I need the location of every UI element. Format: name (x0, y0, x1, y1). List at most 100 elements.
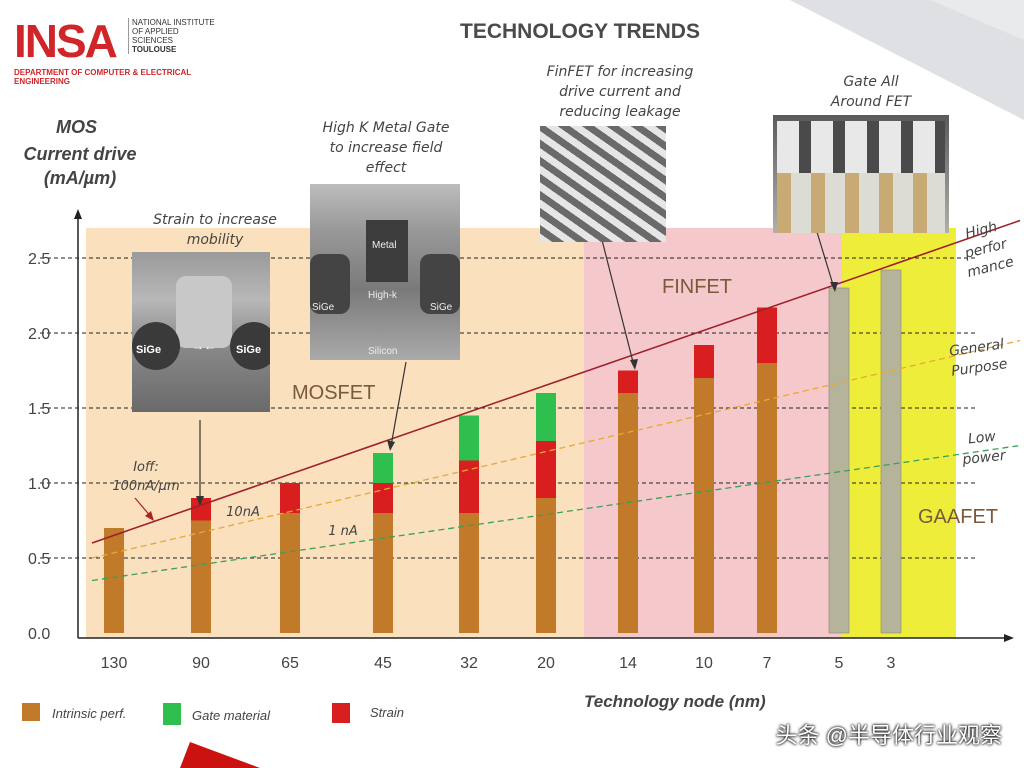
legend-label-strain: Strain (370, 705, 404, 720)
legend-swatch-intrinsic (22, 703, 40, 721)
strain-photo-gate (176, 276, 232, 348)
legend-label-intrinsic: Intrinsic perf. (52, 706, 127, 721)
strain-photo-sige-right (230, 322, 270, 370)
x-tick-label: 65 (281, 655, 299, 672)
strain-photo-label: SiGe (236, 344, 262, 356)
bottom-decoration (180, 742, 260, 768)
bar-strain (280, 483, 300, 513)
bar-strain (459, 460, 479, 513)
y-axis-label-line: MOS (56, 117, 98, 137)
annotation-line: Gate All (843, 74, 899, 90)
legend-swatch-gate (163, 703, 181, 725)
hkmg-photo-label: SiGe (312, 302, 335, 313)
hkmg-photo-label: High-k (368, 290, 397, 301)
bar-gate (373, 453, 393, 483)
x-tick-label: 90 (192, 655, 210, 672)
x-tick-label: 7 (763, 655, 772, 672)
bar-gate (536, 393, 556, 441)
y-tick-labels: 0.0 0.5 1.0 1.5 2.0 2.5 (28, 251, 50, 643)
legend-label-gate: Gate material (192, 708, 271, 723)
annotation-line: 100nA/µm (112, 479, 180, 494)
x-axis-label: Technology node (nm) (584, 692, 766, 711)
department-name: DEPARTMENT OF COMPUTER & ELECTRICAL ENGI… (14, 68, 214, 86)
strain-photo-arrows: →← (192, 339, 216, 353)
y-axis-label-line: (mA/µm) (43, 168, 117, 188)
bar-strain (694, 345, 714, 378)
annotation-line: High K Metal Gate (322, 120, 450, 136)
y-tick-label: 1.5 (28, 401, 50, 418)
y-tick-label: 2.0 (28, 326, 50, 343)
ioff-arrowhead (145, 511, 154, 521)
annotation-line: effect (365, 160, 407, 176)
gaa-arrow (816, 231, 835, 289)
bar-intrinsic (373, 513, 393, 633)
low-power-label: Low power (946, 424, 1020, 471)
bar-intrinsic (536, 498, 556, 633)
hkmg-photo-sige-left (310, 254, 350, 314)
gaa-photo (773, 115, 949, 233)
bar-intrinsic (459, 513, 479, 633)
finfet-arrow (601, 239, 635, 367)
trend-lines (91, 219, 1021, 582)
gaa-photo-nanosheets (777, 121, 945, 173)
x-tick-labels: 130 90 65 45 32 20 14 10 7 5 3 (101, 655, 896, 672)
institute-line: TOULOUSE (132, 45, 177, 54)
mosfet-region-label: MOSFET (292, 382, 376, 404)
bars (104, 269, 902, 634)
strain-photo: SiGe SiGe →← (132, 252, 270, 412)
bar-intrinsic (191, 520, 211, 633)
annotation-line: to increase field (329, 140, 443, 156)
hkmg-photo-sige-right (420, 254, 460, 314)
watermark: 头条 @半导体行业观察 (775, 723, 1002, 748)
hkmg-arrow (390, 361, 407, 447)
bar-intrinsic (280, 513, 300, 633)
trend-line (91, 219, 1021, 544)
bar-intrinsic (757, 363, 777, 633)
x-axis-arrow (1004, 634, 1014, 642)
annotation-line: Around FET (830, 94, 912, 110)
10na-annotation: 10nA (226, 505, 260, 520)
y-tick-label: 0.5 (28, 551, 50, 568)
trend-line (91, 339, 1021, 559)
y-axis-arrow (74, 209, 82, 219)
annotation-line: FinFET for increasing (546, 64, 694, 80)
bar-gaa (880, 269, 902, 634)
annotation-line: Strain to increase (153, 212, 277, 228)
bar-strain (757, 307, 777, 363)
bar-intrinsic (694, 378, 714, 633)
bar-intrinsic (618, 393, 638, 633)
y-tick-label: 2.5 (28, 251, 50, 268)
strain-annotation: Strain to increase mobility (140, 210, 290, 250)
corner-decoration-light (930, 0, 1024, 40)
bar-gate (459, 415, 479, 461)
department-line: ENGINEERING (14, 77, 71, 86)
x-tick-label: 45 (374, 655, 392, 672)
page-title: TECHNOLOGY TRENDS (460, 20, 700, 43)
y-tick-label: 1.0 (28, 476, 50, 493)
gaa-annotation: Gate All Around FET (806, 72, 936, 112)
strain-arrowhead (196, 496, 204, 506)
ioff-annotation: Ioff: 100nA/µm (96, 458, 196, 496)
hkmg-photo-label: SiGe (430, 302, 453, 313)
hkmg-photo-label: Silicon (368, 346, 398, 357)
x-tick-label: 14 (619, 655, 637, 672)
insa-logo: INSA (14, 15, 118, 67)
finfet-photo (540, 126, 666, 242)
hkmg-photo: Metal High-k SiGe SiGe Silicon (310, 184, 460, 360)
hkmg-photo-label: Metal (372, 240, 397, 251)
institute-line: NATIONAL INSTITUTE (132, 18, 215, 27)
y-axis-label: MOS Current drive (mA/µm) (20, 116, 140, 190)
y-axis-label-line: Current drive (23, 144, 137, 164)
trend-line (91, 444, 1021, 582)
gaafet-region-label: GAAFET (918, 506, 999, 528)
corner-decoration (790, 0, 1024, 120)
x-tick-label: 32 (460, 655, 478, 672)
strain-photo-sige-left (132, 322, 180, 370)
bar-gaa (828, 287, 850, 634)
1na-annotation: 1 nA (328, 524, 358, 539)
bar-intrinsic (104, 528, 124, 633)
hkmg-arrowhead (387, 440, 395, 451)
y-tick-label: 0.0 (28, 626, 50, 643)
x-tick-label: 130 (101, 655, 128, 672)
annotation-line: Ioff: (133, 460, 159, 475)
